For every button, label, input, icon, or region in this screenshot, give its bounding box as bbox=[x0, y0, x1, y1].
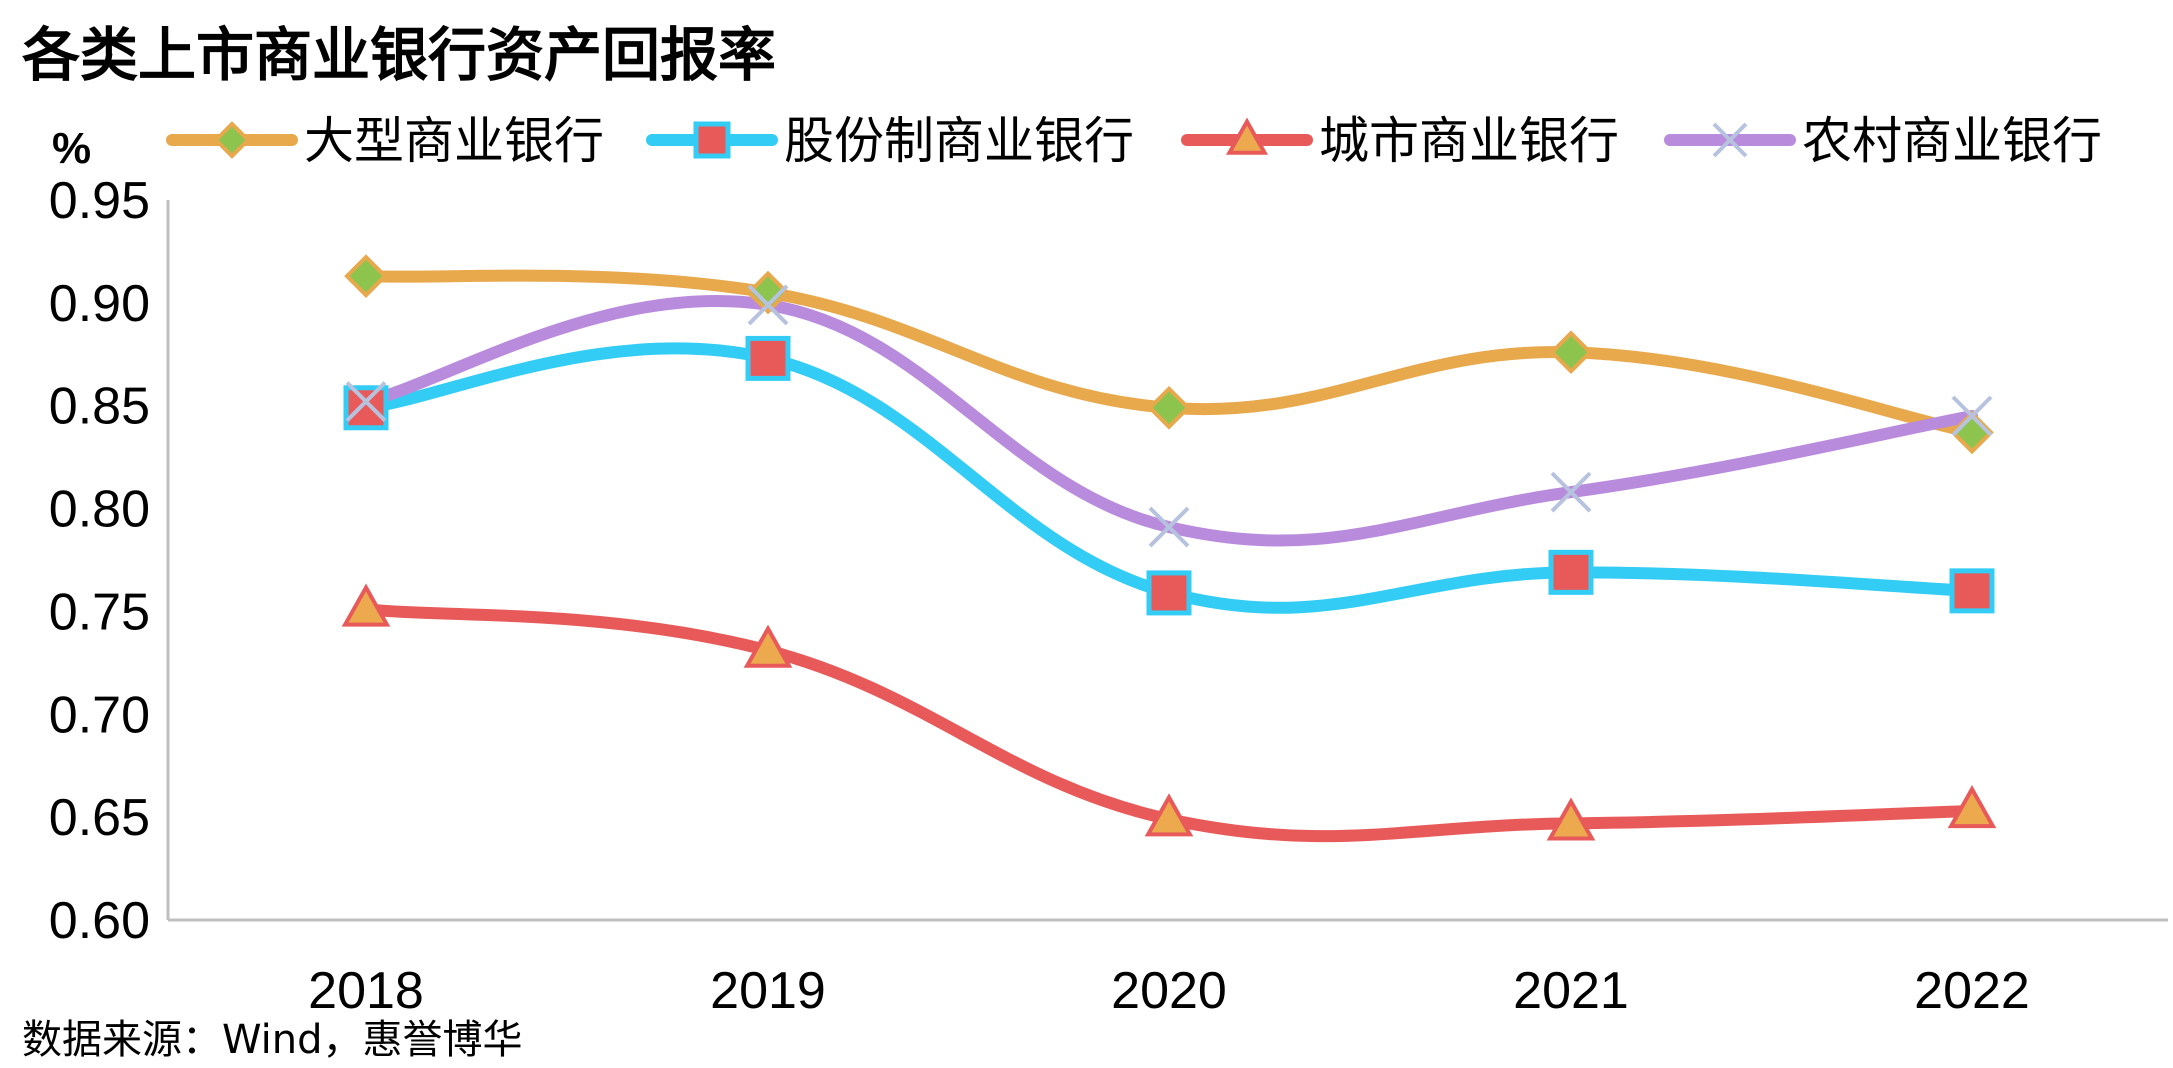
triangle-marker bbox=[1225, 117, 1269, 155]
y-tick-label: 0.75 bbox=[49, 583, 150, 641]
x-marker bbox=[1550, 471, 1592, 513]
y-tick-label: 0.70 bbox=[49, 686, 150, 744]
diamond-marker bbox=[344, 254, 388, 298]
square-marker bbox=[1146, 570, 1192, 616]
square-marker bbox=[693, 121, 731, 159]
legend-label: 大型商业银行 bbox=[304, 112, 604, 170]
x-marker bbox=[747, 284, 789, 326]
y-tick-label: 0.90 bbox=[49, 275, 150, 333]
y-axis-unit-label: % bbox=[52, 124, 91, 173]
x-marker-stroke bbox=[1550, 471, 1592, 513]
chart-legend: 大型商业银行 股份制商业银行 城市商业银行 农村商业银行 bbox=[166, 112, 2102, 170]
diamond-marker bbox=[1549, 330, 1593, 375]
series-markers-group bbox=[345, 284, 1993, 548]
square-marker bbox=[745, 335, 791, 381]
x-axis-ticks: 2018 2019 2020 2021 2022 bbox=[308, 962, 2030, 1020]
x-marker-stroke bbox=[1712, 122, 1748, 158]
x-tick-label: 2019 bbox=[710, 962, 826, 1020]
diamond-marker bbox=[1147, 385, 1191, 430]
series-markers-group bbox=[341, 583, 1997, 841]
legend-item: 城市商业银行 bbox=[1181, 112, 1619, 170]
chart-axes bbox=[166, 200, 2168, 922]
series-markers bbox=[341, 254, 1997, 841]
series-lines bbox=[360, 269, 1978, 843]
chart-title: 各类上市商业银行资产回报率 bbox=[22, 21, 776, 89]
y-tick-label: 0.95 bbox=[49, 172, 150, 230]
series-markers-group bbox=[344, 254, 1994, 455]
legend-label: 农村商业银行 bbox=[1802, 112, 2102, 170]
y-tick-label: 0.85 bbox=[49, 378, 150, 436]
x-marker-stroke bbox=[345, 381, 387, 423]
legend-label: 城市商业银行 bbox=[1319, 112, 1619, 170]
diamond-marker bbox=[213, 121, 251, 159]
x-tick-label: 2021 bbox=[1513, 962, 1629, 1020]
x-tick-label: 2018 bbox=[308, 962, 424, 1020]
legend-item: 股份制商业银行 bbox=[646, 112, 1134, 170]
triangle-marker bbox=[1546, 797, 1596, 841]
x-marker bbox=[345, 381, 387, 423]
x-marker-stroke bbox=[1951, 395, 1993, 437]
source-note: 数据来源：Wind，惠誉博华 bbox=[22, 1017, 523, 1063]
y-tick-label: 0.60 bbox=[49, 892, 150, 950]
series-markers-group bbox=[343, 335, 1995, 616]
square-marker bbox=[343, 385, 389, 431]
x-tick-label: 2020 bbox=[1111, 962, 1227, 1020]
y-axis-ticks: 0.95 0.90 0.85 0.80 0.75 0.70 0.65 0.60 bbox=[49, 172, 150, 950]
square-marker bbox=[1548, 549, 1594, 595]
legend-item: 大型商业银行 bbox=[166, 112, 604, 170]
triangle-marker bbox=[743, 624, 793, 668]
triangle-marker bbox=[1947, 785, 1997, 829]
diamond-marker bbox=[746, 270, 790, 315]
triangle-marker bbox=[341, 583, 391, 627]
x-tick-label: 2022 bbox=[1914, 962, 2030, 1020]
legend-label: 股份制商业银行 bbox=[784, 112, 1134, 170]
x-marker-stroke bbox=[747, 284, 789, 326]
y-tick-label: 0.80 bbox=[49, 481, 150, 539]
square-marker bbox=[1949, 568, 1995, 614]
triangle-marker bbox=[1144, 793, 1194, 837]
x-marker bbox=[1951, 395, 1993, 437]
legend-item: 农村商业银行 bbox=[1664, 112, 2102, 170]
x-marker bbox=[1712, 122, 1748, 158]
x-marker-stroke bbox=[1148, 506, 1190, 548]
y-tick-label: 0.65 bbox=[49, 789, 150, 847]
x-marker bbox=[1148, 506, 1190, 548]
